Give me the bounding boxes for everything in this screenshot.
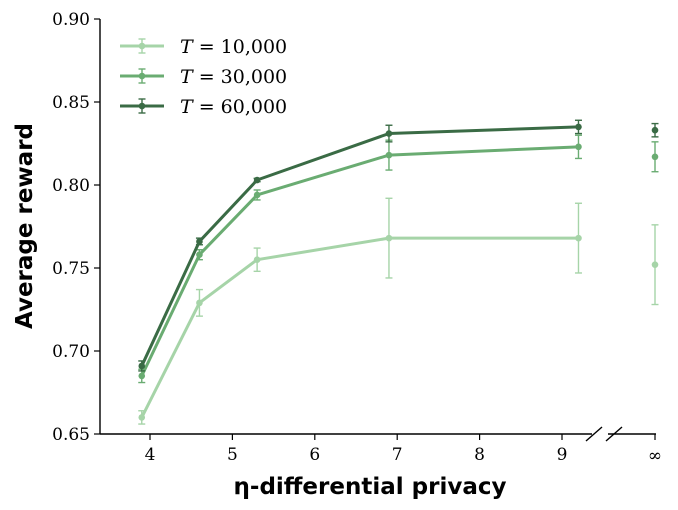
y-tick-label: 0.85 (52, 93, 90, 113)
chart-marks (138, 119, 659, 425)
x-tick-label: 4 (145, 445, 156, 465)
data-point (385, 130, 393, 137)
data-point (385, 234, 393, 242)
data-point-inf (651, 261, 659, 268)
legend-entry: T = 10,000 (120, 36, 287, 58)
data-point (253, 256, 261, 264)
x-tick-label: 9 (557, 445, 568, 465)
y-axis-title: Average reward (12, 123, 38, 329)
x-tick-label: 6 (309, 445, 320, 465)
y-tick-label: 0.75 (52, 259, 90, 279)
y-tick-label: 0.70 (52, 342, 90, 362)
data-point (575, 123, 582, 131)
x-tick-label: 7 (392, 445, 403, 465)
data-point-inf (651, 126, 659, 134)
y-tick-label: 0.65 (52, 425, 90, 445)
y-tick-label: 0.90 (52, 10, 90, 30)
series-line (140, 236, 579, 419)
data-point (196, 238, 203, 245)
legend-swatch-marker (138, 42, 146, 50)
axes: 0.65 0.70 0.75 0.80 0.85 0.90 4 5 6 7 8 9 ∞ (52, 10, 662, 466)
data-point (196, 299, 203, 307)
legend-entry: T = 30,000 (120, 66, 287, 88)
legend-label: T = 60,000 (180, 96, 287, 118)
data-point-inf (651, 153, 659, 161)
data-point (575, 234, 582, 242)
legend-swatch-marker (138, 102, 146, 110)
data-point (196, 251, 203, 259)
legend-label: T = 10,000 (180, 36, 287, 58)
series-3 (138, 119, 659, 372)
legend: T = 10,000 T = 30,000 T = 60,000 (120, 36, 287, 118)
data-point (253, 176, 261, 184)
data-point (138, 362, 146, 370)
axis-break-mark (605, 426, 623, 442)
legend-entry: T = 60,000 (120, 96, 287, 118)
legend-label: T = 30,000 (180, 66, 287, 88)
x-tick-label: 8 (474, 445, 485, 465)
y-tick-label: 0.80 (52, 176, 90, 196)
data-point (575, 143, 582, 151)
series-2 (138, 134, 659, 384)
data-point (138, 414, 146, 421)
data-point (253, 191, 261, 199)
x-axis-title: η-differential privacy (234, 474, 507, 500)
legend-swatch-marker (138, 72, 146, 80)
x-tick-label: 5 (227, 445, 238, 465)
series-line (140, 145, 579, 377)
x-tick-label-infinity: ∞ (648, 446, 662, 466)
data-point (138, 372, 146, 380)
data-point (385, 151, 393, 159)
series-1 (138, 197, 659, 425)
axis-break-mark (585, 426, 603, 442)
